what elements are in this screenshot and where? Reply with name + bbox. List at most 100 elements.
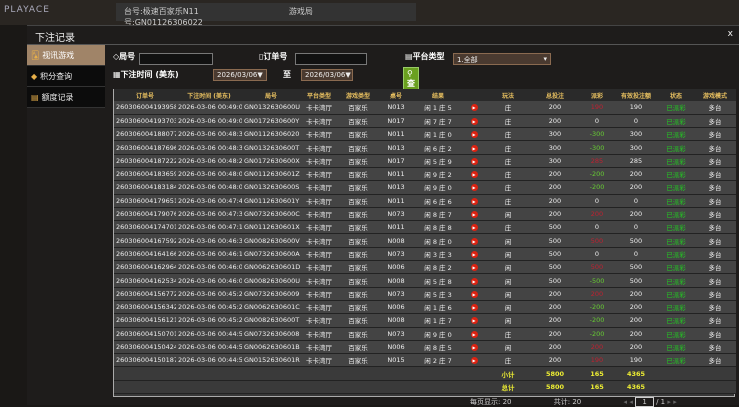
sidebar-item-credit[interactable]: ▤ 额度记录 <box>27 87 105 108</box>
play-video-icon[interactable]: ▶ <box>470 211 478 219</box>
table-row[interactable]: 260306004150701 2026-03-06 00:44:53 GN0732… <box>114 327 736 341</box>
game-mode: 多台 <box>694 273 736 288</box>
table-row[interactable]: 260306004162534 2026-03-06 00:46:02 GN0082… <box>114 273 736 288</box>
table-row[interactable]: 260306004183659 2026-03-06 00:48:08 GN0112… <box>114 167 736 182</box>
next-page-button[interactable]: ▸ ▸ <box>667 398 677 406</box>
play-video-icon[interactable]: ▶ <box>470 157 478 165</box>
table-row[interactable]: 260306004156772 2026-03-06 00:45:29 GN0732… <box>114 287 736 301</box>
table-row[interactable]: 260306004150187 2026-03-06 00:44:50 GN0152… <box>114 353 736 368</box>
result: 闲 8 庄 0 <box>414 233 462 248</box>
round-input[interactable] <box>139 53 213 65</box>
play: 庄 <box>486 194 530 208</box>
round-id: GN0082630600V <box>242 233 300 248</box>
total-payout: 165 <box>580 380 614 395</box>
order-id: 260306004164166 <box>114 247 176 262</box>
order-id: 260306004183659 <box>114 167 176 182</box>
subtotal-valid-bet: 4365 <box>614 366 658 381</box>
table-row[interactable]: 260306004193958 2026-03-06 00:49:09 GN0132… <box>114 101 736 115</box>
table-no: N008 <box>378 313 414 328</box>
table-row[interactable]: 260306004162964 2026-03-06 00:46:05 GN0062… <box>114 260 736 275</box>
play-video-icon[interactable]: ▶ <box>470 290 478 298</box>
payout: 200 <box>580 340 614 355</box>
table-row[interactable]: 260306004156121 2026-03-06 00:45:23 GN0082… <box>114 313 736 328</box>
cards-icon: 🂡 <box>31 51 40 60</box>
table-row[interactable]: 260306004167592 2026-03-06 00:46:34 GN0082… <box>114 233 736 248</box>
total-bet: 300 <box>530 154 580 168</box>
play-video-icon[interactable]: ▶ <box>470 330 478 338</box>
play-video-icon[interactable]: ▶ <box>470 224 478 232</box>
play-video-icon[interactable]: ▶ <box>470 304 478 312</box>
status: 已派彩 <box>658 247 694 262</box>
table-no: N011 <box>378 127 414 142</box>
play-video-icon[interactable]: ▶ <box>470 237 478 245</box>
play: 闲 <box>486 260 530 275</box>
play-video-icon[interactable]: ▶ <box>470 343 478 351</box>
game-type: 百家乐 <box>338 114 378 129</box>
time-label: ▦下注时间 (美东) <box>113 70 179 79</box>
valid-bet: 500 <box>614 233 658 248</box>
status: 已派彩 <box>658 300 694 315</box>
platform: 卡卡湾厅 <box>300 340 338 355</box>
table-row[interactable]: 260306004150424 2026-03-06 00:44:51 GN0062… <box>114 340 736 355</box>
status: 已派彩 <box>658 353 694 368</box>
play-video-icon[interactable]: ▶ <box>470 277 478 285</box>
play: 闲 <box>486 287 530 301</box>
valid-bet: 300 <box>614 127 658 142</box>
payout: -200 <box>580 300 614 315</box>
platform: 卡卡湾厅 <box>300 167 338 182</box>
page-input[interactable]: 1 <box>635 397 654 407</box>
round-id: GN0732630600A <box>242 247 300 262</box>
play-video-icon[interactable]: ▶ <box>470 197 478 205</box>
sidebar-item-video-games[interactable]: 🂡 视讯游戏 <box>27 45 105 66</box>
total-label: 总计 <box>486 380 530 395</box>
play-video-icon[interactable]: ▶ <box>470 264 478 272</box>
platform-select[interactable]: 1.全部 ▾ <box>453 53 551 65</box>
tag-icon: ◇ <box>113 52 120 61</box>
order-input[interactable] <box>295 53 367 65</box>
valid-bet: 500 <box>614 273 658 288</box>
table-row[interactable]: 260306004156342 2026-03-06 00:45:25 GN0062… <box>114 300 736 315</box>
table-row[interactable]: 260306004164166 2026-03-06 00:46:14 GN0732… <box>114 247 736 262</box>
table-row[interactable]: 260306004174701 2026-03-06 00:47:16 GN0112… <box>114 220 736 235</box>
valid-bet: 0 <box>614 194 658 208</box>
table-row[interactable]: 260306004179076 2026-03-06 00:47:38 GN0732… <box>114 207 736 222</box>
play-video-icon[interactable]: ▶ <box>470 171 478 179</box>
table-row[interactable]: 260306004183184 2026-03-06 00:48:06 GN0132… <box>114 180 736 195</box>
round-id: GN0062630601D <box>242 260 300 275</box>
play: 庄 <box>486 167 530 182</box>
play-video-icon[interactable]: ▶ <box>470 144 478 152</box>
play-video-icon[interactable]: ▶ <box>470 250 478 258</box>
table-row[interactable]: 260306004188077 2026-03-06 00:48:34 GN0112… <box>114 127 736 142</box>
replay-cell: ▶ <box>462 273 486 288</box>
play-video-icon[interactable]: ▶ <box>470 184 478 192</box>
round-id: GN0132630600S <box>242 180 300 195</box>
prev-page-button[interactable]: ◂ ◂ <box>623 398 636 406</box>
payout: 0 <box>580 114 614 129</box>
platform: 卡卡湾厅 <box>300 353 338 368</box>
table-no: N073 <box>378 287 414 301</box>
bet-time: 2026-03-06 00:44:53 <box>176 327 242 341</box>
table-row[interactable]: 260306004193703 2026-03-06 00:49:08 GN0172… <box>114 114 736 129</box>
close-button[interactable]: x <box>727 29 733 39</box>
bet-time: 2026-03-06 00:44:50 <box>176 353 242 368</box>
game-mode: 多台 <box>694 154 736 168</box>
total-bet: 500 <box>530 220 580 235</box>
table-row[interactable]: 260306004187696 2026-03-06 00:48:32 GN0132… <box>114 140 736 155</box>
play: 庄 <box>486 114 530 129</box>
sidebar-item-points[interactable]: ◆ 积分查询 <box>27 66 105 87</box>
play-video-icon[interactable]: ▶ <box>470 104 478 112</box>
date-from-select[interactable]: 2026/03/06▼ <box>213 69 267 81</box>
table-row[interactable]: 260306004187222 2026-03-06 00:48:28 GN0172… <box>114 154 736 168</box>
play-video-icon[interactable]: ▶ <box>470 357 478 365</box>
date-to-select[interactable]: 2026/03/06▼ <box>301 69 353 81</box>
round-id: GN01126306020 <box>242 127 300 142</box>
total-bet: 500 <box>530 260 580 275</box>
diamond-icon: ◆ <box>31 72 38 81</box>
play-video-icon[interactable]: ▶ <box>470 117 478 125</box>
table-row[interactable]: 260306004179651 2026-03-06 00:47:42 GN0112… <box>114 194 736 208</box>
play-video-icon[interactable]: ▶ <box>470 317 478 325</box>
play-video-icon[interactable]: ▶ <box>470 131 478 139</box>
game-type: 百家乐 <box>338 300 378 315</box>
platform: 卡卡湾厅 <box>300 194 338 208</box>
bet-time: 2026-03-06 00:48:32 <box>176 140 242 155</box>
